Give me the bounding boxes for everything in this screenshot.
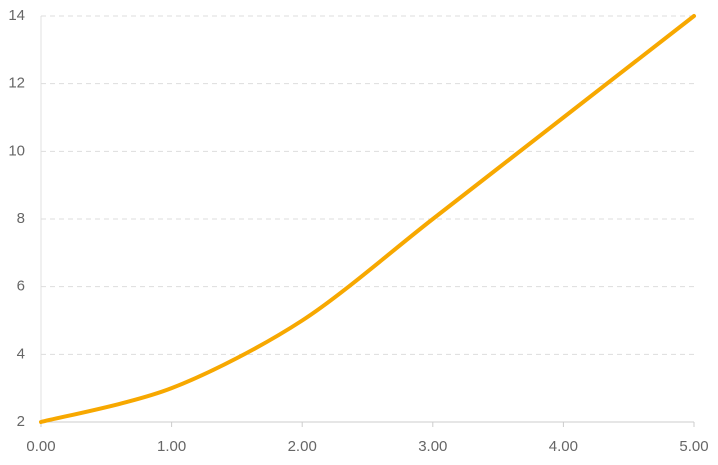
y-tick-label: 4 bbox=[17, 345, 25, 362]
y-tick-label: 6 bbox=[17, 278, 25, 295]
y-tick-label: 2 bbox=[17, 413, 25, 430]
x-tick-label: 2.00 bbox=[288, 438, 317, 455]
x-tick-label: 5.00 bbox=[679, 438, 708, 455]
y-tick-label: 12 bbox=[8, 75, 25, 92]
y-tick-label: 8 bbox=[17, 210, 25, 227]
x-tick-label: 0.00 bbox=[26, 438, 55, 455]
x-tick-label: 1.00 bbox=[157, 438, 186, 455]
x-tick-label: 3.00 bbox=[418, 438, 447, 455]
y-tick-label: 14 bbox=[8, 7, 25, 24]
y-tick-label: 10 bbox=[8, 142, 25, 159]
x-tick-label: 4.00 bbox=[549, 438, 578, 455]
line bbox=[39, 14, 696, 424]
